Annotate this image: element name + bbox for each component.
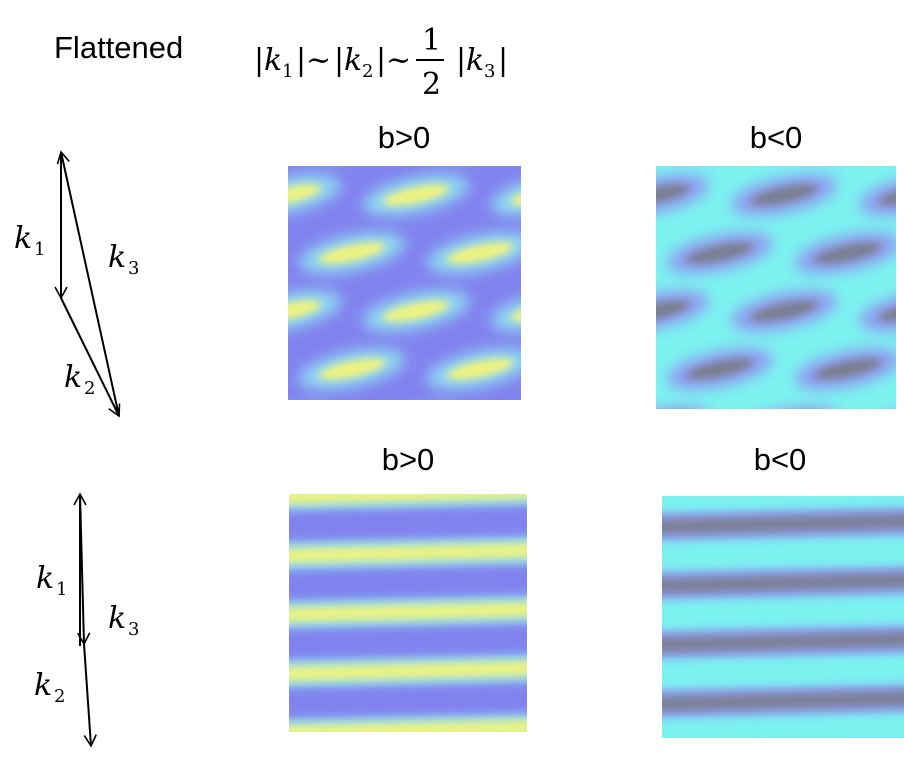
abs-bar: | [456, 43, 466, 78]
k2-label: k [34, 668, 52, 703]
k1-label: k [14, 221, 32, 256]
abs-bar: | [498, 43, 508, 78]
pattern-ellipse [382, 300, 450, 322]
pattern-ellipse [318, 242, 386, 264]
fraction-denominator: 2 [422, 67, 441, 100]
pattern-ellipse [814, 358, 882, 380]
sim-symbol: ∼ [306, 43, 331, 78]
k3-arrow [56, 150, 120, 417]
k1-arrow-down [77, 493, 91, 646]
k-symbol: k [344, 43, 362, 78]
pattern-stripe [662, 514, 904, 534]
k2-subscript: 2 [84, 378, 95, 399]
pattern-stripe [662, 691, 904, 711]
k2-label: k [64, 360, 82, 395]
k3-label: k [108, 601, 126, 636]
fraction-numerator: 1 [422, 23, 441, 58]
pattern-ellipse [686, 358, 754, 380]
k2-arrow [60, 297, 121, 418]
bottom-right-stripe-pattern [662, 496, 904, 738]
k2-subscript: 2 [54, 686, 65, 707]
pattern-ellipse [288, 184, 322, 206]
subscript-1: 1 [282, 61, 293, 82]
bottom-vector-triangle: k 1 k 3 k 2 [34, 492, 139, 748]
pattern-ellipse [318, 358, 386, 380]
k3-label: k [108, 240, 126, 275]
subscript-2: 2 [362, 61, 373, 82]
pattern-stripe [289, 602, 527, 622]
pattern-stripe [662, 632, 904, 652]
top-left-interference-pattern [288, 166, 521, 400]
top-right-panel-label: b<0 [749, 120, 803, 155]
k3-subscript: 3 [128, 258, 139, 279]
bottom-left-stripe-pattern [289, 494, 527, 732]
pattern-ellipse [878, 300, 896, 322]
pattern-stripe [289, 720, 527, 732]
top-vector-triangle: k 1 k 3 k 2 [14, 150, 139, 418]
pattern-stripe [662, 573, 904, 593]
pattern-stripe [289, 543, 527, 563]
bottom-right-panel-label: b<0 [753, 442, 807, 477]
pattern-ellipse [446, 242, 514, 264]
abs-bar: | [334, 43, 344, 78]
pattern-ellipse [750, 184, 818, 206]
top-left-panel-label: b>0 [377, 120, 431, 155]
k2-arrow [83, 643, 97, 748]
pattern-ellipse [814, 242, 882, 264]
k1-subscript: 1 [34, 239, 45, 260]
abs-bar: | [296, 43, 306, 78]
pattern-ellipse [686, 242, 754, 264]
abs-bar: | [254, 43, 264, 78]
bottom-left-panel-label: b>0 [381, 442, 435, 477]
k3-subscript: 3 [128, 619, 139, 640]
pattern-ellipse [382, 184, 450, 206]
pattern-ellipse [656, 300, 690, 322]
pattern-ellipse [656, 184, 690, 206]
k1-subscript: 1 [56, 579, 67, 600]
abs-bar: | [376, 43, 386, 78]
k1-label: k [36, 561, 54, 596]
pattern-ellipse [750, 300, 818, 322]
subscript-3: 3 [484, 61, 495, 82]
pattern-stripe [289, 494, 527, 504]
k-symbol: k [264, 43, 282, 78]
sim-symbol: ∼ [386, 43, 411, 78]
vector-triangles: k 1 k 3 k 2 k 1 k 3 k 2 [14, 150, 139, 748]
figure-title: Flattened [54, 30, 184, 65]
top-right-interference-pattern [656, 166, 896, 409]
k-symbol: k [466, 43, 484, 78]
flattened-condition-formula: | k 1 | ∼ | k 2 | ∼ 1 2 | k 3 | [254, 23, 508, 100]
pattern-ellipse [446, 358, 514, 380]
pattern-stripe [289, 661, 527, 681]
pattern-ellipse [878, 184, 896, 206]
pattern-ellipse [288, 300, 322, 322]
